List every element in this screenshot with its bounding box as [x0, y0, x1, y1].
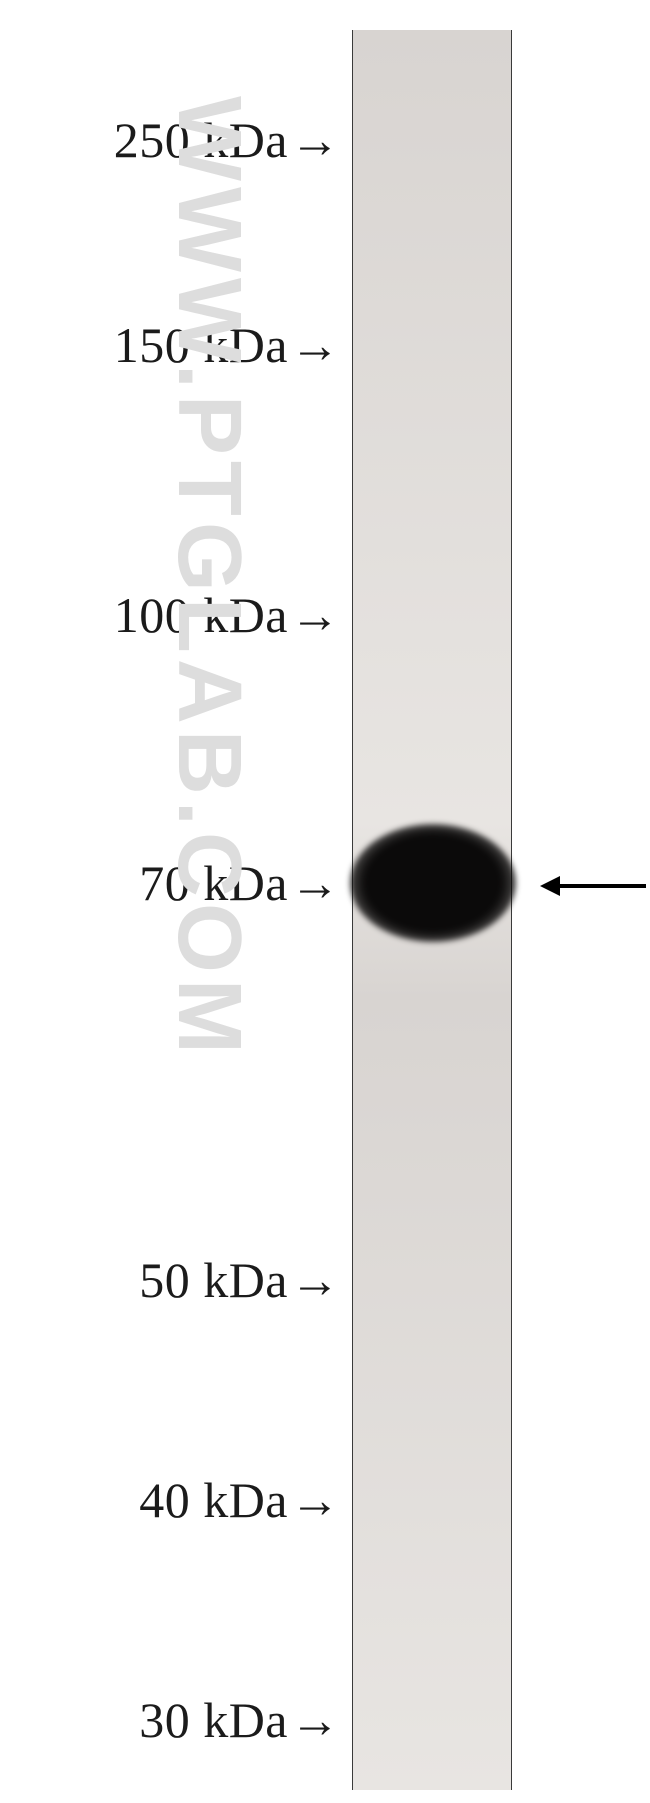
- marker-text: 150 kDa: [114, 320, 288, 370]
- blot-container: 250 kDa→150 kDa→100 kDa→70 kDa→50 kDa→40…: [0, 0, 650, 1803]
- arrow-right-icon: →: [290, 115, 340, 165]
- marker-text: 50 kDa: [139, 1255, 288, 1305]
- marker-text: 70 kDa: [139, 858, 288, 908]
- protein-band: [350, 824, 516, 942]
- marker-label: 70 kDa→: [139, 858, 340, 908]
- marker-text: 40 kDa: [139, 1475, 288, 1525]
- arrow-left-icon: [540, 876, 560, 896]
- arrow-right-icon: →: [290, 858, 340, 908]
- marker-label: 250 kDa→: [114, 115, 340, 165]
- watermark-text: WWW.PTGLAB.COM: [157, 96, 260, 1060]
- marker-label: 100 kDa→: [114, 590, 340, 640]
- marker-label: 150 kDa→: [114, 320, 340, 370]
- arrow-right-icon: →: [290, 1695, 340, 1745]
- marker-text: 250 kDa: [114, 115, 288, 165]
- arrow-right-icon: →: [290, 590, 340, 640]
- target-band-arrow: [540, 876, 646, 896]
- marker-label: 30 kDa→: [139, 1695, 340, 1745]
- marker-text: 30 kDa: [139, 1695, 288, 1745]
- marker-label: 50 kDa→: [139, 1255, 340, 1305]
- arrow-right-icon: →: [290, 1255, 340, 1305]
- marker-text: 100 kDa: [114, 590, 288, 640]
- arrow-shaft: [560, 884, 646, 888]
- arrow-right-icon: →: [290, 1475, 340, 1525]
- arrow-right-icon: →: [290, 320, 340, 370]
- marker-label: 40 kDa→: [139, 1475, 340, 1525]
